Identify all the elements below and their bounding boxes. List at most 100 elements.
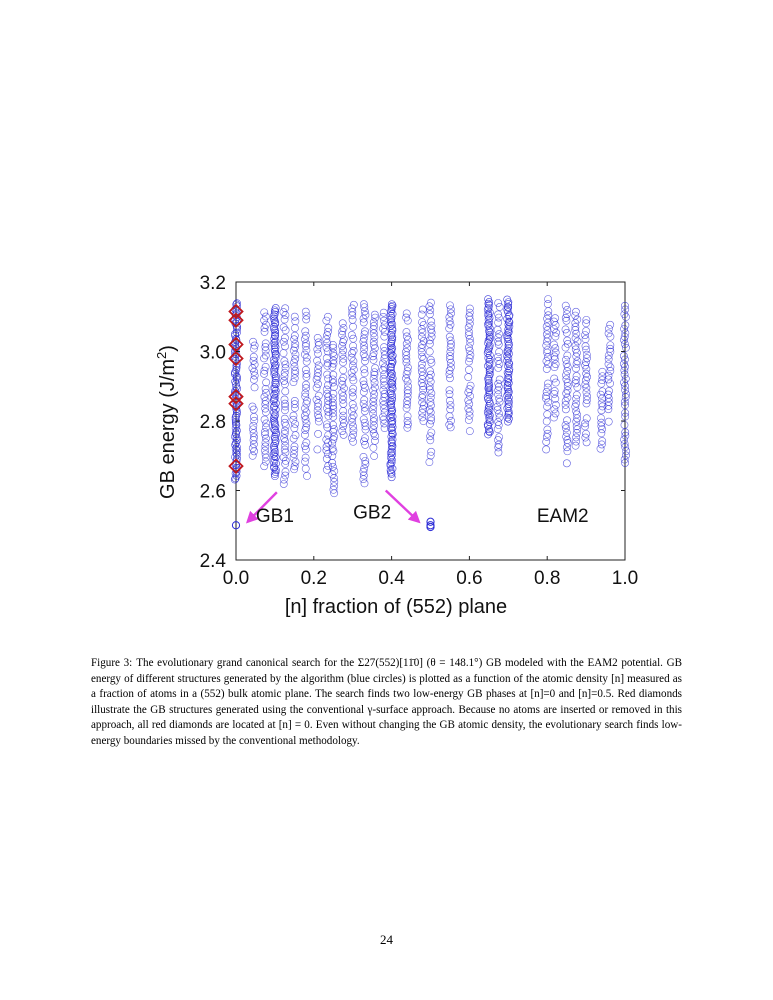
data-point: [561, 301, 570, 310]
data-point: [231, 424, 240, 433]
data-point: [380, 390, 389, 398]
data-point: [369, 318, 378, 327]
data-point: [543, 402, 551, 411]
data-point: [563, 378, 572, 387]
data-point: [231, 469, 240, 478]
data-point: [402, 358, 411, 367]
data-point: [504, 373, 513, 382]
data-point: [329, 348, 338, 357]
data-point: [290, 396, 299, 405]
data-point: [250, 375, 258, 384]
data-point: [289, 411, 298, 420]
data-point: [289, 453, 298, 462]
data-point: [232, 448, 241, 457]
data-point: [232, 443, 241, 451]
data-point: [261, 339, 270, 348]
data-point: [581, 376, 590, 385]
data-point: [402, 328, 411, 336]
data-point: [314, 391, 323, 400]
data-point: [280, 377, 289, 385]
data-point: [581, 433, 590, 442]
data-point: [281, 360, 290, 369]
data-point: [503, 381, 512, 390]
data-point: [446, 336, 455, 345]
data-point: [328, 458, 337, 467]
data-point: [262, 320, 270, 329]
data-point: [270, 338, 279, 347]
data-point: [370, 370, 379, 379]
annotation-label: EAM2: [537, 506, 589, 527]
data-point: [291, 366, 300, 375]
data-point: [271, 405, 280, 414]
data-point: [581, 422, 589, 431]
data-point: [403, 393, 412, 401]
data-point: [550, 389, 559, 398]
data-point: [359, 388, 368, 396]
data-point: [312, 383, 321, 392]
data-point: [620, 421, 629, 429]
data-point: [494, 310, 503, 319]
data-point: [562, 360, 571, 368]
data-point: [388, 374, 397, 383]
data-point: [348, 315, 357, 324]
data-point: [402, 309, 411, 318]
data-point: [249, 436, 258, 445]
data-point: [380, 321, 389, 329]
data-point: [388, 383, 397, 391]
data-point: [261, 400, 270, 409]
data-point: [402, 348, 410, 356]
data-point: [550, 340, 558, 349]
data-point: [465, 357, 473, 366]
data-point: [369, 409, 378, 418]
data-point: [360, 437, 368, 446]
data-point: [359, 376, 368, 385]
data-point: [261, 442, 270, 451]
data-point-diamond: [228, 388, 244, 405]
data-point: [330, 425, 338, 434]
data-point: [289, 346, 298, 355]
data-point: [261, 438, 270, 447]
data-point: [551, 348, 560, 357]
data-point: [261, 450, 270, 459]
data-point: [261, 351, 270, 360]
data-point: [349, 300, 358, 309]
data-point: [249, 421, 258, 430]
data-point: [465, 343, 473, 352]
data-point: [301, 442, 309, 450]
data-point: [329, 420, 337, 429]
data-point: [504, 344, 513, 353]
data-point: [387, 362, 395, 371]
data-point: [464, 331, 473, 340]
data-point: [322, 385, 331, 394]
data-point: [261, 397, 270, 405]
data-point: [281, 334, 289, 342]
data-point: [369, 349, 378, 358]
data-point: [271, 448, 279, 456]
data-point: [494, 448, 503, 457]
data-point: [280, 368, 289, 377]
data-point: [348, 388, 357, 397]
data-point: [371, 364, 380, 372]
data-point: [446, 343, 455, 352]
data-point: [604, 375, 613, 384]
data-point: [543, 410, 552, 419]
data-point: [249, 356, 258, 365]
data-point-diamond: [228, 350, 244, 367]
data-point: [280, 434, 289, 443]
data-point: [290, 442, 299, 451]
data-point: [361, 310, 370, 319]
data-point: [484, 320, 492, 329]
data-point: [270, 361, 279, 370]
data-point: [324, 400, 332, 409]
data-point: [280, 445, 289, 454]
data-point: [598, 367, 607, 376]
data-point: [419, 321, 428, 329]
data-point: [426, 432, 435, 441]
data-point: [551, 360, 560, 368]
data-point: [571, 376, 580, 384]
data-point: [620, 335, 628, 344]
data-point: [361, 327, 369, 336]
data-point: [302, 315, 311, 324]
data-point: [232, 321, 241, 330]
data-point: [279, 337, 288, 346]
